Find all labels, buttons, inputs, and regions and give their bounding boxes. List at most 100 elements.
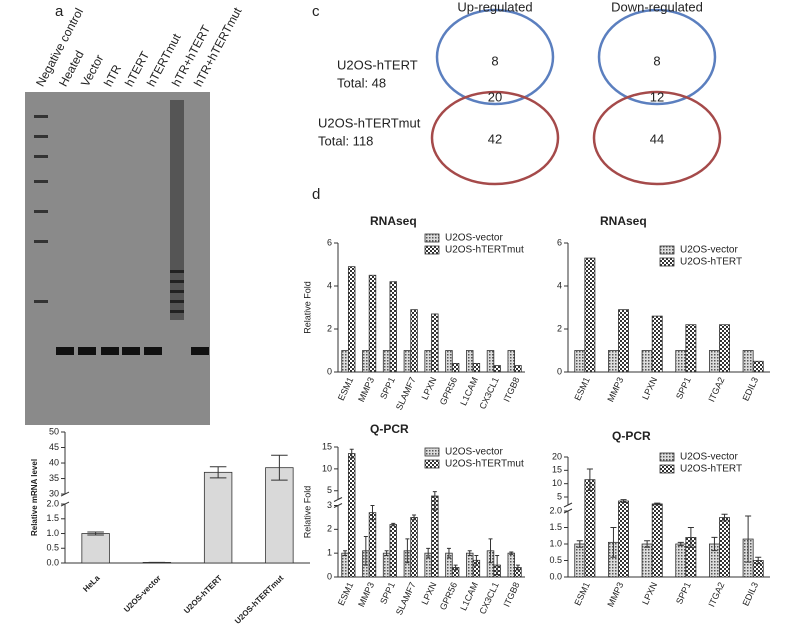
bar [451, 362, 460, 373]
gel-band [170, 290, 184, 293]
error-bar [495, 555, 500, 576]
x-tick-label: ESM1 [336, 581, 355, 607]
y-tick-label: 4 [327, 280, 332, 290]
gel-band [144, 347, 162, 355]
legend-label: U2OS-vector [445, 233, 503, 244]
x-tick-label: MMP3 [356, 581, 376, 609]
gel-band [170, 310, 184, 313]
y-tick-label: 0.5 [549, 555, 562, 565]
y-tick-label: 15 [322, 441, 332, 451]
legend-label: U2OS-hTERT [680, 464, 742, 475]
bar [472, 362, 481, 373]
y-tick-label: 4 [557, 280, 562, 290]
y-tick-label: 0 [327, 366, 332, 376]
error-bar [209, 466, 227, 479]
y-tick-label: 0 [557, 366, 562, 376]
bar [507, 552, 516, 578]
venn-circle [597, 8, 717, 106]
x-tick-label: SPP1 [378, 581, 397, 606]
venn-row: U2OS-hTERT [337, 57, 418, 72]
x-tick-label: L1CAM [458, 581, 480, 612]
error-bar [586, 468, 593, 491]
bar [466, 350, 474, 373]
error-bar [87, 531, 104, 536]
y-tick-label: 2.0 [46, 498, 59, 508]
legend-swatch [659, 245, 675, 255]
x-tick-label: CX3CL1 [477, 581, 500, 616]
venn-count: 44 [650, 131, 664, 146]
gel-ladder [34, 180, 48, 183]
legend-swatch [424, 233, 440, 243]
bar [362, 350, 370, 373]
bar [203, 471, 233, 564]
bar [742, 350, 754, 373]
gel-band [170, 280, 184, 283]
venn-circle [430, 90, 560, 186]
error-bar [349, 448, 354, 459]
error-bar [474, 555, 479, 566]
y-tick-label: 3 [327, 500, 332, 510]
y-tick-label: 1.5 [46, 513, 59, 523]
bar [752, 360, 764, 373]
x-tick-label: LPXN [640, 581, 659, 607]
error-bar [426, 547, 431, 559]
bar [368, 512, 377, 578]
error-bar [446, 547, 451, 559]
error-bar [687, 527, 694, 548]
x-tick-label: LPXN [640, 376, 659, 402]
bar [368, 274, 377, 373]
x-tick-label: ITGB8 [502, 581, 522, 609]
bar [424, 350, 432, 373]
gel-smear [170, 100, 184, 320]
error-bar [384, 550, 389, 557]
gel-band [56, 347, 74, 355]
y-tick-label: 50 [49, 426, 59, 436]
gel-ladder [34, 155, 48, 158]
legend-label: U2OS-hTERT [680, 257, 742, 268]
error-bar [412, 514, 417, 521]
error-bar [620, 499, 627, 503]
bar [410, 309, 418, 373]
bar [493, 365, 501, 373]
bar [618, 309, 630, 373]
bar [618, 500, 630, 578]
y-tick-label: 5 [557, 491, 562, 501]
error-bar [405, 538, 410, 564]
bar [403, 350, 412, 373]
error-bar [515, 564, 520, 571]
bar [709, 350, 720, 373]
venn-count: 12 [650, 89, 664, 104]
y-tick-label: 1 [327, 548, 332, 558]
error-bar [745, 515, 752, 563]
bar [608, 350, 619, 373]
gel-ladder [34, 135, 48, 138]
y-tick-label: 1.0 [549, 538, 562, 548]
panel-letter: c [312, 3, 320, 20]
bar [675, 543, 687, 578]
x-tick-label: GPR56 [438, 581, 460, 612]
error-bar [576, 540, 583, 548]
panel-letter: d [312, 186, 320, 203]
y-tick-label: 30 [49, 488, 59, 498]
error-bar [654, 502, 661, 506]
bar [685, 324, 697, 373]
venn-count: 8 [653, 53, 660, 68]
error-bar [271, 454, 288, 481]
error-bar [755, 556, 762, 565]
error-bar [432, 491, 437, 511]
bar [389, 524, 397, 578]
bar [584, 257, 596, 373]
legend-label: U2OS-vector [445, 447, 503, 458]
bar [584, 479, 596, 578]
x-tick-label: ESM1 [336, 376, 355, 402]
y-tick-label: 10 [552, 478, 562, 488]
x-tick-label: EDIL3 [740, 581, 760, 608]
venn-count: 42 [488, 131, 502, 146]
legend-swatch [659, 464, 675, 474]
venn-row: Total: 48 [337, 75, 386, 90]
error-bar [677, 541, 684, 547]
chart-title: Q-PCR [612, 429, 651, 443]
y-axis-label: Relative Fold [302, 486, 312, 539]
legend-swatch [659, 257, 675, 267]
x-tick-label: U2OS-hTERT [182, 573, 224, 615]
